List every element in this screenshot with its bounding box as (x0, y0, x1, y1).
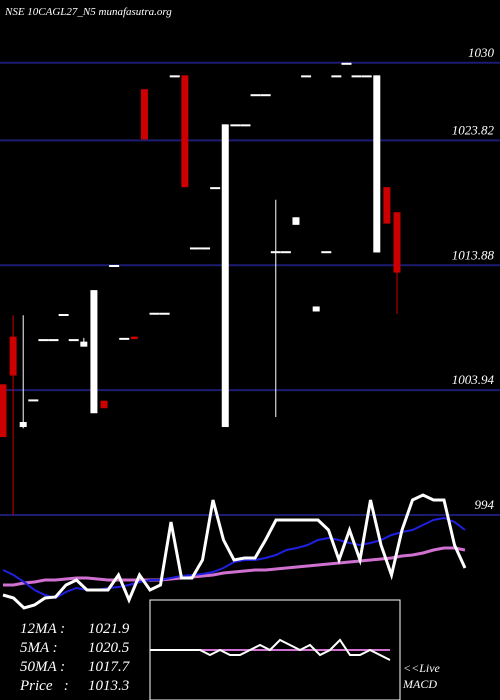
candle-body (393, 212, 401, 273)
stat-value: 1017.7 (88, 659, 131, 675)
stat-value: 1020.5 (88, 640, 130, 656)
candle-body (119, 337, 130, 340)
stat-label: 5MA : (20, 640, 58, 656)
candle-body (210, 187, 221, 190)
candle-body (181, 75, 189, 188)
candle-body (230, 124, 241, 127)
stat-label: 50MA : (20, 659, 65, 675)
candle-body (351, 75, 362, 78)
indicator-line (2, 493, 467, 610)
candle-body (361, 75, 372, 78)
candle-body (9, 336, 17, 376)
candle-body (68, 339, 79, 342)
candle-body (240, 124, 251, 127)
candle-body (280, 251, 291, 254)
macd-label: <<Live (403, 661, 441, 675)
stat-value: 1021.9 (88, 621, 130, 637)
candle-body (260, 94, 271, 97)
candle-body (331, 75, 342, 78)
chart-title: NSE 10CAGL27_N5 munafasutra.org (4, 6, 172, 18)
candle-body (312, 306, 320, 312)
candle-body (383, 187, 391, 224)
candle-body (100, 400, 108, 409)
candle-body (80, 341, 88, 347)
stat-label: Price : (19, 678, 69, 694)
candle-body (140, 89, 148, 140)
y-tick-label: 1013.88 (452, 247, 495, 262)
candle-body (341, 62, 352, 65)
candle-body (0, 384, 7, 438)
y-tick-label: 1030 (468, 45, 495, 60)
candle-body (48, 339, 59, 342)
candle-body (109, 265, 120, 268)
indicator-line (3, 546, 466, 587)
candle-body (38, 339, 49, 342)
candle-body (159, 312, 170, 315)
candle-body (321, 251, 332, 254)
candle-body (373, 75, 381, 253)
candle-body (90, 290, 98, 414)
candle-body (301, 75, 312, 78)
candle-body (250, 94, 261, 97)
candle-body (28, 399, 39, 402)
candle-body (270, 251, 281, 254)
candle-body (221, 124, 229, 428)
macd-line (150, 638, 391, 661)
y-tick-label: 994 (475, 497, 495, 512)
stat-value: 1013.3 (88, 678, 129, 694)
indicator-line (2, 516, 466, 600)
candle-body (130, 336, 138, 340)
candle-body (189, 247, 200, 250)
macd-label: MACD (402, 677, 437, 691)
stat-label: 12MA : (20, 621, 65, 637)
candle-body (149, 312, 160, 315)
y-tick-label: 1003.94 (452, 372, 495, 387)
candle-body (292, 217, 300, 225)
candle-body (200, 247, 211, 250)
candle-body (169, 75, 180, 78)
y-tick-label: 1023.82 (452, 122, 495, 137)
candle-body (19, 422, 27, 428)
candle-body (58, 314, 69, 316)
